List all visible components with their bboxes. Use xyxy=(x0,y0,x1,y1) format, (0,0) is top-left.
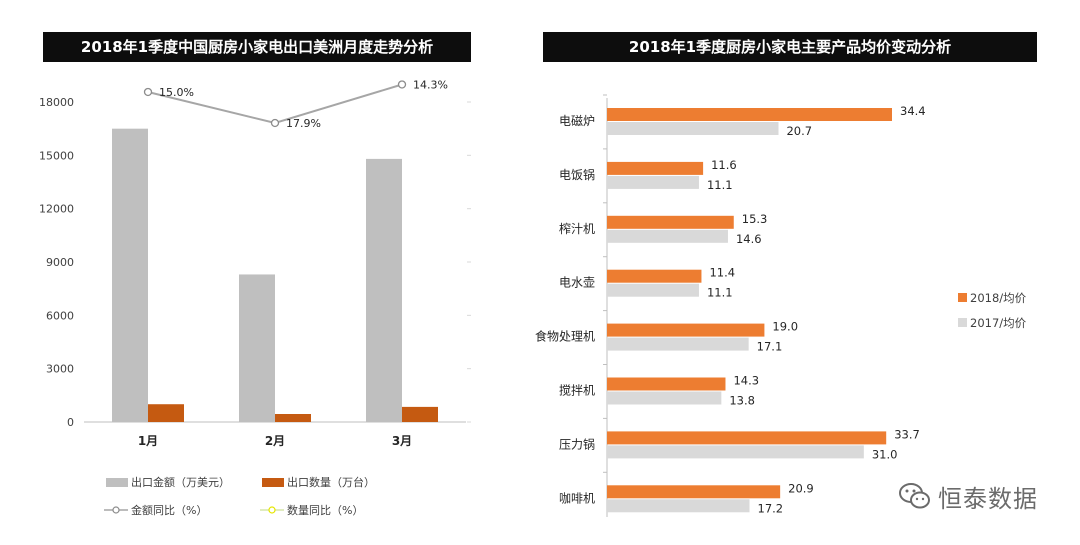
bar-2017-avg-price xyxy=(607,445,864,459)
data-label-2017: 20.7 xyxy=(786,124,812,138)
bar-2017-avg-price xyxy=(607,337,749,351)
bar-export-quantity xyxy=(148,404,184,422)
x-category-label: 1月 xyxy=(138,434,158,448)
x-category-label: 2月 xyxy=(265,434,285,448)
data-label-2018: 14.3 xyxy=(733,374,759,388)
x-category-label: 3月 xyxy=(392,434,412,448)
bar-2018-avg-price xyxy=(607,215,734,229)
bar-export-quantity xyxy=(402,406,438,422)
data-label-2018: 34.4 xyxy=(900,104,926,118)
category-label: 咖啡机 xyxy=(559,490,595,505)
bar-export-amount xyxy=(239,274,275,422)
category-label: 电饭锅 xyxy=(559,167,595,182)
data-label-2018: 15.3 xyxy=(742,212,768,226)
data-label-2017: 13.8 xyxy=(729,394,755,408)
bar-export-quantity xyxy=(275,414,311,422)
bar-2018-avg-price xyxy=(607,269,702,283)
right-chart-title: 2018年1季度厨房小家电主要产品均价变动分析 xyxy=(543,32,1037,62)
data-label-2017: 17.2 xyxy=(758,501,784,515)
data-label-2018: 33.7 xyxy=(894,427,920,441)
legend-swatch-export-amount xyxy=(106,478,128,487)
y-tick-label: 9000 xyxy=(46,256,74,269)
data-label-2017: 14.6 xyxy=(736,232,762,246)
data-label-2018: 11.4 xyxy=(709,266,735,280)
y-tick-label: 6000 xyxy=(46,309,74,322)
legend-marker-quantity-yoy xyxy=(268,506,276,514)
data-label-2018: 19.0 xyxy=(772,320,798,334)
bar-2017-avg-price xyxy=(607,283,699,297)
legend-swatch-export-quantity xyxy=(262,478,284,487)
category-label: 压力锅 xyxy=(559,436,595,451)
amount-yoy-data-label: 15.0% xyxy=(159,86,194,99)
category-label: 电水壶 xyxy=(559,275,595,290)
left-chart-title: 2018年1季度中国厨房小家电出口美洲月度走势分析 xyxy=(43,32,471,62)
legend-label: 2017/均价 xyxy=(970,316,1027,330)
data-label-2018: 20.9 xyxy=(788,481,814,495)
bar-2018-avg-price xyxy=(607,323,765,337)
legend-marker-amount-yoy xyxy=(112,506,120,514)
y-tick-label: 18000 xyxy=(39,96,74,109)
watermark: 恒泰数据 xyxy=(898,478,1038,514)
data-label-2018: 11.6 xyxy=(711,158,737,172)
bar-2017-avg-price xyxy=(607,229,728,243)
wechat-icon xyxy=(899,483,930,509)
legend-swatch-2018 xyxy=(958,293,967,302)
y-tick-label: 12000 xyxy=(39,203,74,216)
bar-2018-avg-price xyxy=(607,485,781,499)
data-label-2017: 11.1 xyxy=(707,178,733,192)
category-label: 榨汁机 xyxy=(559,221,595,236)
amount-yoy-marker xyxy=(397,80,407,89)
category-label: 食物处理机 xyxy=(535,329,595,344)
amount-yoy-data-label: 17.9% xyxy=(286,117,321,130)
bar-2018-avg-price xyxy=(607,108,892,121)
watermark-text: 恒泰数据 xyxy=(938,484,1038,513)
category-label: 搅拌机 xyxy=(559,383,595,398)
y-tick-label: 15000 xyxy=(39,149,74,162)
amount-yoy-marker xyxy=(270,118,280,128)
bar-export-amount xyxy=(112,128,148,422)
bar-export-amount xyxy=(366,158,402,422)
legend-label: 2018/均价 xyxy=(970,291,1027,305)
bar-2018-avg-price xyxy=(607,377,726,391)
legend-label: 数量同比（%） xyxy=(287,504,363,517)
bar-2017-avg-price xyxy=(607,499,750,513)
y-tick-label: 0 xyxy=(67,416,74,429)
bar-2018-avg-price xyxy=(607,431,887,445)
y-tick-label: 3000 xyxy=(46,363,74,376)
data-label-2017: 17.1 xyxy=(757,340,783,354)
data-label-2017: 11.1 xyxy=(707,286,733,300)
legend-label: 金额同比（%） xyxy=(131,503,207,517)
legend-swatch-2017 xyxy=(958,318,967,327)
bar-2018-avg-price xyxy=(607,161,704,175)
bar-2017-avg-price xyxy=(607,391,722,405)
data-label-2017: 31.0 xyxy=(872,447,898,461)
bar-2017-avg-price xyxy=(607,175,699,189)
category-label: 电磁炉 xyxy=(559,113,595,128)
amount-yoy-data-label: 14.3% xyxy=(413,78,448,91)
legend-label: 出口金额（万美元） xyxy=(131,475,230,489)
legend-label: 出口数量（万台） xyxy=(287,475,375,489)
amount-yoy-marker xyxy=(143,87,153,97)
bar-2017-avg-price xyxy=(607,122,779,135)
